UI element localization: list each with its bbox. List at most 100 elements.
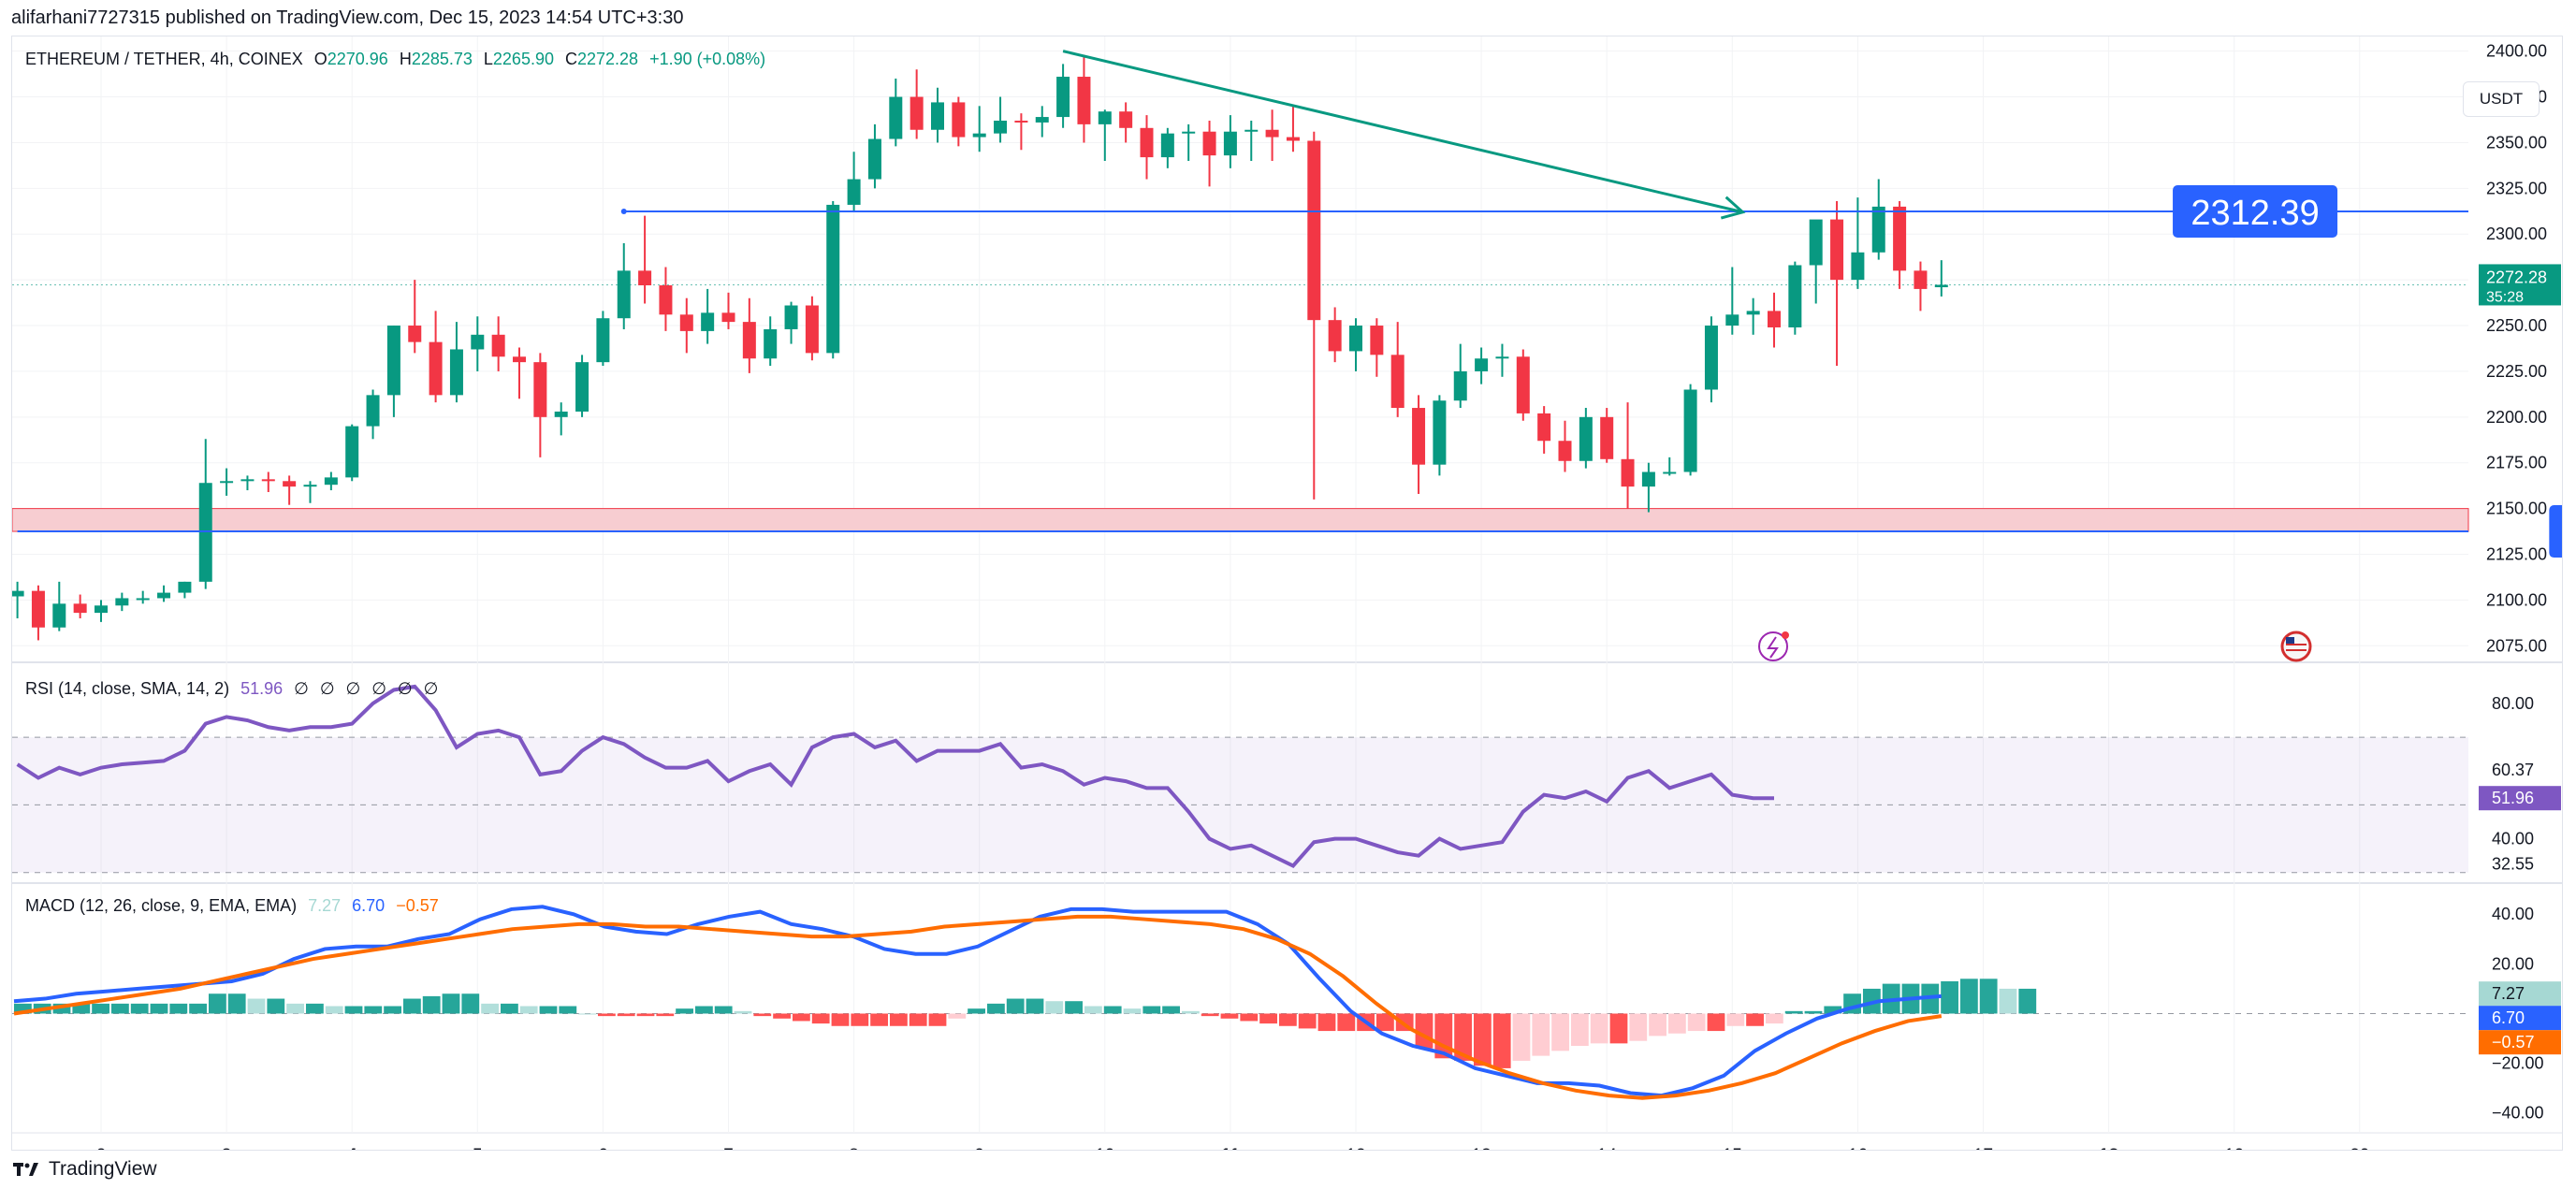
candle-down	[1119, 111, 1133, 128]
candle-up	[1934, 284, 1948, 288]
candle-up	[136, 598, 150, 601]
macd-histogram-bar	[92, 1003, 109, 1014]
candle-up	[889, 96, 903, 139]
chart-svg[interactable]: 2345678910111213141516171819202400.00237…	[12, 36, 2562, 1150]
candle-down	[805, 305, 819, 354]
candle-up	[178, 581, 192, 593]
macd-histogram-bar	[578, 1013, 596, 1015]
chart-frame[interactable]: 2345678910111213141516171819202400.00237…	[11, 36, 2563, 1151]
candle-up	[1683, 389, 1697, 472]
x-tick-label: 18	[2099, 1146, 2118, 1150]
candle-up	[1433, 400, 1447, 465]
macd-histogram-bar	[519, 1006, 538, 1014]
x-tick-label: 11	[1221, 1146, 1241, 1150]
rsi-flag-4: ∅	[371, 679, 386, 698]
macd-legend: MACD (12, 26, close, 9, EMA, EMA) 7.27 6…	[25, 896, 439, 916]
macd-histogram-bar	[1181, 1010, 1200, 1014]
macd-histogram-bar	[792, 1013, 810, 1022]
candle-down	[283, 481, 297, 487]
candle-down	[1893, 206, 1907, 271]
low-value: 2265.90	[492, 50, 554, 68]
macd-histogram-bar	[559, 1006, 577, 1014]
macd-histogram-bar	[1687, 1013, 1706, 1032]
rsi-value-tag-label: 51.96	[2492, 789, 2534, 807]
macd-histogram-bar	[1162, 1006, 1180, 1014]
macd-histogram-bar	[286, 1003, 304, 1014]
macd-histogram-bar	[694, 1006, 713, 1014]
candle-up	[1223, 131, 1237, 156]
candle-up	[1579, 416, 1593, 461]
candle-up	[95, 605, 108, 614]
macd-histogram-bar	[1473, 1013, 1492, 1066]
candle-up	[972, 133, 986, 138]
x-tick-label: 4	[347, 1146, 357, 1150]
macd-tick-label: −20.00	[2492, 1054, 2544, 1073]
candle-up	[240, 479, 255, 482]
x-tick-label: 17	[1973, 1146, 1993, 1150]
macd-histogram-bar	[636, 1013, 655, 1017]
macd-histogram-bar	[831, 1013, 850, 1026]
footer-logo[interactable]: TradingView	[13, 1156, 157, 1182]
close-value: 2272.28	[576, 50, 639, 68]
macd-histogram-bar	[1240, 1013, 1259, 1022]
candle-timer-label: 35:28	[2486, 289, 2524, 305]
price-tick-label: 2150.00	[2486, 500, 2547, 518]
candle-up	[994, 120, 1008, 134]
macd-histogram-bar	[1123, 1008, 1142, 1014]
macd-histogram-bar	[1259, 1013, 1277, 1024]
trend-arrow	[1062, 50, 1743, 214]
macd-value-tag	[2479, 1006, 2561, 1031]
macd-value-tag-label: 7.27	[2492, 984, 2525, 1003]
macd-histogram-bar	[189, 1003, 207, 1014]
price-tick-label: 2350.00	[2486, 133, 2547, 152]
candle-up	[12, 590, 24, 597]
price-legend: ETHEREUM / TETHER, 4h, COINEX O2270.96 H…	[25, 50, 765, 69]
rsi-title[interactable]: RSI (14, close, SMA, 14, 2)	[25, 679, 230, 698]
macd-histogram-bar	[52, 1003, 71, 1014]
candle-down	[1265, 129, 1279, 138]
rsi-flag-5: ∅	[397, 679, 413, 698]
rsi-tick-label: 80.00	[2492, 694, 2534, 713]
publisher-line: alifarhani7727315 published on TradingVi…	[11, 7, 684, 28]
rsi-value: 51.96	[240, 679, 284, 698]
macd-histogram-bar	[130, 1003, 149, 1014]
candle-down	[533, 362, 547, 417]
symbol-title[interactable]: ETHEREUM / TETHER, 4h, COINEX	[25, 50, 303, 68]
candle-down	[679, 314, 693, 331]
change-value: +1.90 (+0.08%)	[649, 50, 766, 68]
macd-histogram-bar	[442, 993, 460, 1014]
rsi-line	[16, 684, 1774, 868]
candle-up	[220, 481, 234, 484]
x-tick-label: 7	[723, 1146, 734, 1150]
currency-button[interactable]: USDT	[2463, 81, 2540, 117]
macd-histogram-bar	[267, 998, 285, 1014]
macd-histogram-bar	[1045, 1001, 1064, 1014]
macd-histogram-bar	[461, 993, 480, 1014]
candle-down	[513, 356, 526, 363]
x-tick-label: 13	[1472, 1146, 1492, 1150]
low-label: L	[483, 50, 493, 68]
candle-down	[910, 96, 924, 130]
macd-tick-label: −40.00	[2492, 1104, 2544, 1123]
candle-down	[1286, 137, 1300, 141]
candle-down	[1412, 408, 1426, 465]
candle-down	[1202, 131, 1216, 156]
macd-signal-value: −0.57	[396, 896, 439, 915]
candle-up	[1495, 356, 1509, 359]
macd-histogram-bar	[1667, 1013, 1686, 1034]
macd-histogram-bar	[1532, 1013, 1550, 1056]
macd-histogram-bar	[734, 1010, 752, 1014]
price-tick-label: 2250.00	[2486, 316, 2547, 335]
macd-title[interactable]: MACD (12, 26, close, 9, EMA, EMA)	[25, 896, 298, 915]
macd-histogram-bar	[384, 1006, 401, 1014]
candle-up	[115, 598, 129, 606]
rsi-flag-2: ∅	[319, 679, 335, 698]
candle-up	[1349, 326, 1362, 352]
candle-down	[1516, 356, 1530, 413]
macd-histogram-bar	[597, 1013, 616, 1017]
x-tick-label: 19	[2224, 1146, 2244, 1150]
macd-histogram-bar	[72, 1003, 91, 1014]
candle-up	[1475, 358, 1489, 371]
candle-up	[1725, 314, 1739, 326]
candle-up	[596, 318, 610, 363]
